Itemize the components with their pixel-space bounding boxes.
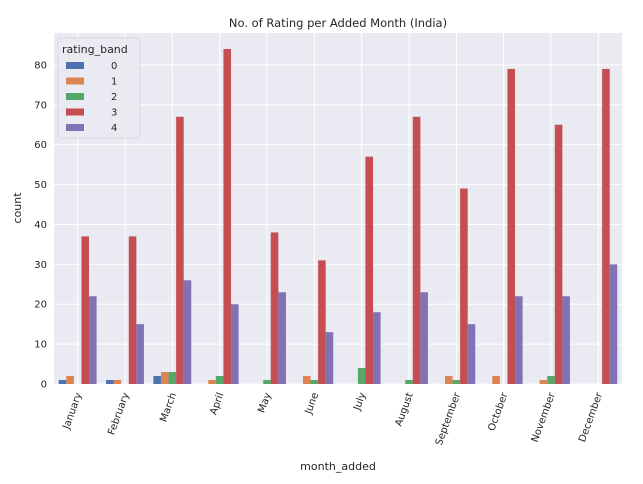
bar-november-band-1 [539, 380, 548, 384]
x-tick-label: October [486, 390, 510, 432]
bar-january-band-1 [66, 376, 74, 384]
y-tick-label: 60 [34, 140, 47, 151]
y-tick-label: 80 [34, 60, 47, 71]
bar-march-band-1 [160, 372, 169, 384]
y-axis-ticks: 0 10 20 30 40 50 60 70 80 [34, 60, 47, 390]
bar-july-band-2 [357, 368, 366, 384]
x-tick-label: September [434, 390, 464, 447]
bar-october-band-1 [492, 376, 500, 384]
bar-january-band-0 [58, 380, 67, 384]
bar-december-band-3 [602, 68, 610, 384]
x-tick-label: February [106, 391, 132, 436]
x-tick-label: November [530, 390, 558, 443]
legend-items: 0 1 2 3 4 [66, 61, 117, 134]
x-axis-ticks: January February March April May June July Augu… [61, 390, 606, 447]
bars-group [58, 48, 618, 385]
legend-swatch [66, 77, 84, 85]
x-tick-label: January [61, 391, 85, 431]
legend-label: 2 [111, 92, 117, 103]
bar-april-band-1 [208, 380, 216, 384]
y-tick-label: 70 [34, 100, 47, 111]
y-tick-label: 30 [34, 260, 47, 271]
bar-november-band-2 [547, 376, 555, 384]
bar-june-band-4 [325, 332, 334, 384]
bar-february-band-0 [106, 380, 114, 384]
bar-march-band-4 [183, 280, 192, 384]
bar-august-band-4 [420, 292, 428, 384]
bar-september-band-2 [452, 380, 461, 384]
bar-april-band-3 [223, 48, 232, 385]
bar-january-band-4 [89, 296, 97, 384]
bar-january-band-3 [81, 236, 90, 384]
bar-june-band-2 [310, 380, 319, 384]
legend-swatch [66, 124, 84, 131]
bar-april-band-2 [215, 376, 224, 384]
y-tick-label: 40 [34, 220, 47, 231]
legend-label: 4 [111, 123, 117, 134]
y-tick-label: 10 [34, 340, 47, 351]
y-tick-label: 0 [41, 380, 47, 391]
y-axis-label: count [11, 192, 24, 224]
legend-label: 3 [111, 108, 117, 119]
bar-april-band-4 [231, 304, 239, 384]
gridlines [54, 33, 622, 385]
bar-august-band-3 [412, 116, 421, 385]
legend-swatch [66, 108, 84, 116]
legend-title: rating_band [62, 43, 128, 56]
x-tick-label: March [158, 391, 179, 423]
x-tick-label: May [256, 391, 273, 414]
bar-may-band-3 [270, 232, 279, 384]
bar-july-band-4 [373, 312, 381, 384]
bar-september-band-4 [467, 324, 476, 384]
bar-march-band-0 [153, 376, 161, 384]
y-tick-label: 20 [34, 300, 47, 311]
legend-label: 1 [111, 77, 117, 88]
x-tick-label: December [577, 390, 605, 443]
bar-november-band-3 [554, 124, 563, 384]
bar-august-band-2 [405, 380, 413, 384]
bar-july-band-3 [365, 156, 374, 384]
y-tick-label: 50 [34, 180, 47, 191]
bar-june-band-3 [318, 260, 326, 384]
bar-march-band-3 [176, 116, 184, 385]
legend-label: 0 [111, 61, 117, 72]
bar-september-band-3 [460, 188, 468, 384]
x-axis-label: month_added [300, 460, 376, 473]
x-tick-label: April [208, 391, 226, 416]
bar-may-band-2 [263, 380, 271, 384]
bar-march-band-2 [168, 372, 177, 384]
bar-june-band-1 [302, 376, 311, 384]
bar-november-band-4 [562, 296, 570, 384]
bar-october-band-3 [507, 68, 516, 384]
bar-december-band-4 [609, 264, 618, 384]
x-tick-label: June [303, 391, 321, 416]
bar-february-band-3 [128, 236, 137, 384]
legend-swatch [66, 62, 84, 69]
bar-october-band-4 [515, 296, 523, 384]
x-tick-label: July [352, 391, 369, 413]
plot-background [54, 33, 622, 384]
legend-swatch [66, 93, 84, 100]
bar-february-band-4 [136, 324, 144, 384]
x-tick-label: August [394, 391, 416, 428]
legend: rating_band 0 1 2 3 4 [57, 37, 141, 139]
bar-may-band-4 [278, 292, 286, 384]
chart-title: No. of Rating per Added Month (India) [229, 16, 447, 30]
bar-september-band-1 [444, 376, 453, 384]
bar-february-band-1 [113, 380, 122, 384]
